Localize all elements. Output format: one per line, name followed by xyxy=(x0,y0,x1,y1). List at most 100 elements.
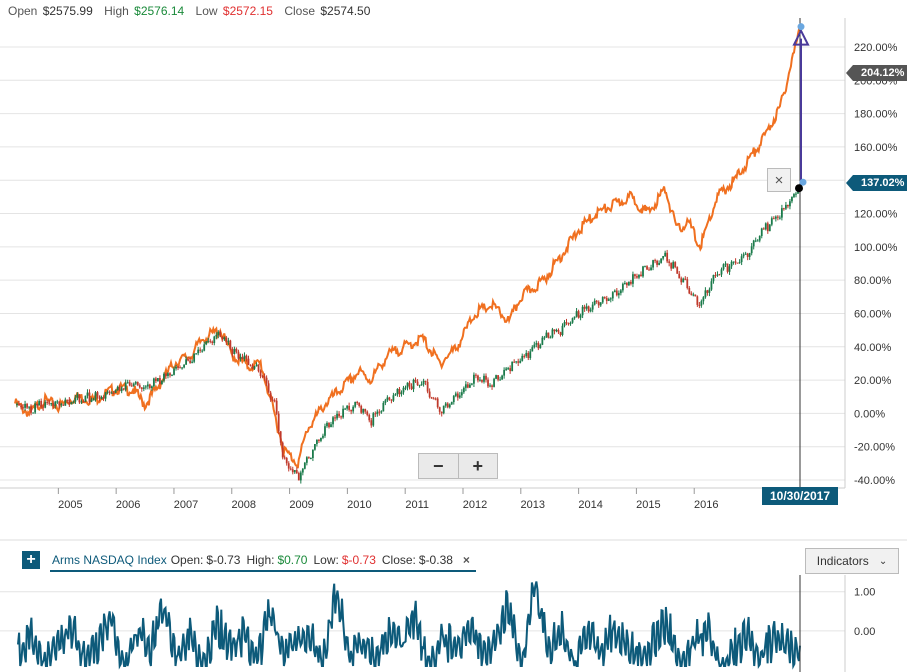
candle-body xyxy=(243,355,246,360)
candle-body xyxy=(483,375,485,382)
candle-body xyxy=(245,355,248,359)
candle-body xyxy=(416,381,419,386)
candle-body xyxy=(581,306,584,316)
x-tick-label: 2013 xyxy=(521,499,545,511)
low-label: Low xyxy=(195,4,218,18)
candle-body xyxy=(495,375,497,379)
candle-body xyxy=(589,309,592,312)
candle-body xyxy=(785,204,787,209)
candle-body xyxy=(708,289,711,293)
candle-body xyxy=(148,384,151,389)
candle-body xyxy=(96,392,99,396)
remove-indicator-button[interactable]: × xyxy=(462,553,470,567)
candle-body xyxy=(462,387,465,393)
candle-body xyxy=(684,278,687,280)
candle-body xyxy=(621,283,624,291)
candle-body xyxy=(448,404,451,408)
candle-body xyxy=(64,399,67,406)
main-grid xyxy=(0,18,846,489)
candle-body xyxy=(205,341,208,345)
candle-body xyxy=(287,463,290,469)
candle-body xyxy=(410,386,413,390)
candle-body xyxy=(132,383,135,386)
candle-body xyxy=(579,315,582,318)
indicator-legend: + Arms NASDAQ Index Open: $-0.73 High: $… xyxy=(22,550,470,570)
candle-body xyxy=(169,373,171,376)
add-indicator-button[interactable]: + xyxy=(22,551,40,569)
candle-body xyxy=(78,394,81,403)
candle-body xyxy=(32,412,35,414)
candle-body xyxy=(724,263,727,265)
candle-body xyxy=(591,304,594,310)
candle-body xyxy=(30,406,33,413)
candle-body xyxy=(479,379,481,381)
indicator-series-line xyxy=(17,581,801,670)
candle-body xyxy=(541,337,544,345)
candle-body xyxy=(215,334,218,337)
candle-body xyxy=(686,279,689,289)
candle-body xyxy=(569,322,572,324)
candle-body xyxy=(688,288,691,294)
candle-body xyxy=(493,378,495,387)
candle-body xyxy=(762,228,765,230)
candle-body xyxy=(531,347,534,352)
candle-body xyxy=(634,274,636,277)
ohlc-readout: Open $2575.99 High $2576.14 Low $2572.15… xyxy=(8,4,378,18)
candle-body xyxy=(615,290,618,296)
candle-body xyxy=(161,380,163,385)
candle-body xyxy=(279,431,282,443)
candle-body xyxy=(38,400,41,406)
indicator-name[interactable]: Arms NASDAQ Index xyxy=(52,553,167,567)
candle-body xyxy=(40,400,43,407)
candle-body xyxy=(712,275,715,282)
candle-body xyxy=(171,374,173,376)
y-tick-label: 120.00% xyxy=(854,209,898,221)
candle-body xyxy=(571,318,574,323)
candle-body xyxy=(402,387,405,393)
candle-body xyxy=(692,294,695,296)
candle-body xyxy=(34,403,37,413)
candle-body xyxy=(444,403,447,406)
candle-body xyxy=(722,264,725,270)
y-tick-label: 0.00% xyxy=(854,408,885,420)
candle-body xyxy=(452,395,455,403)
candle-body xyxy=(450,402,453,405)
candle-body xyxy=(183,364,185,368)
candle-body xyxy=(18,403,20,406)
zoom-in-button[interactable]: + xyxy=(472,455,483,476)
candle-body xyxy=(593,300,596,305)
candle-body xyxy=(509,368,512,372)
candle-body xyxy=(175,366,177,369)
candle-body xyxy=(575,311,578,317)
candle-body xyxy=(219,332,222,337)
candle-body xyxy=(295,470,298,474)
candle-body xyxy=(28,406,30,408)
y-tick-label: 60.00% xyxy=(854,308,892,320)
candle-body xyxy=(791,196,793,202)
zoom-out-button[interactable]: − xyxy=(419,454,459,478)
candle-body xyxy=(229,340,232,350)
candle-body xyxy=(547,332,550,338)
candle-body xyxy=(533,344,536,348)
candle-body xyxy=(167,373,169,376)
candle-body xyxy=(72,401,75,403)
candle-body xyxy=(774,216,777,219)
candle-body xyxy=(144,386,147,388)
candle-body xyxy=(694,294,697,297)
measure-close-button[interactable]: × xyxy=(767,168,791,192)
indicator-open-label: Open: xyxy=(170,553,204,567)
candle-body xyxy=(599,302,602,306)
candle-body xyxy=(644,266,646,268)
candle-body xyxy=(680,278,683,283)
candle-body xyxy=(116,386,119,391)
candle-body xyxy=(22,407,24,409)
price-value-tag: 137.02% xyxy=(845,175,907,191)
candle-body xyxy=(102,397,105,399)
candle-body xyxy=(159,378,161,385)
candle-body xyxy=(642,266,644,277)
candle-body xyxy=(613,290,616,293)
candle-body xyxy=(567,323,570,325)
indicators-dropdown[interactable]: Indicators ⌄ xyxy=(805,548,899,574)
candle-body xyxy=(652,260,654,268)
